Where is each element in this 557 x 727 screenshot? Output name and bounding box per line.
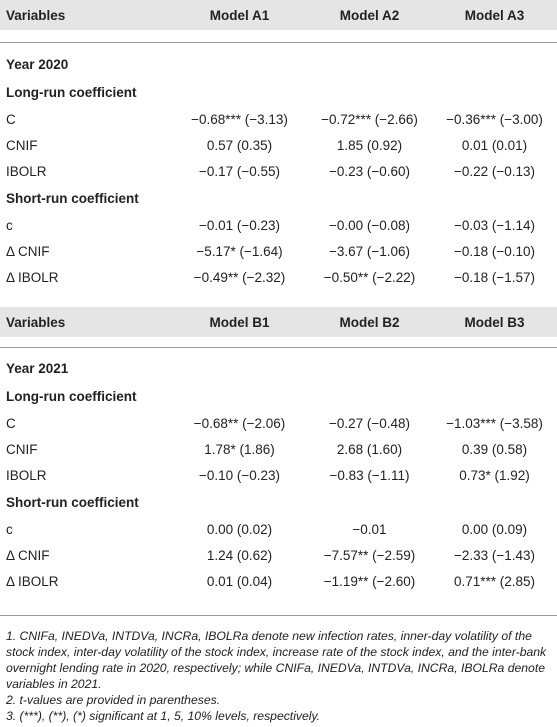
- table-row: c −0.01 (−0.23) −0.00 (−0.08) −0.03 (−1.…: [6, 217, 536, 233]
- footnote-3: 3. (***), (**), (*) significant at 1, 5,…: [6, 709, 321, 723]
- table-row: C −0.68** (−2.06) −0.27 (−0.48) −1.03***…: [6, 415, 543, 431]
- header-variables: Variables: [6, 7, 66, 23]
- long-run-title-b: Long-run coefficient: [6, 388, 137, 404]
- table-header-b: Variables Model B1 Model B2 Model B3: [0, 307, 557, 337]
- table-header-a: Variables Model A1 Model A2 Model A3: [0, 0, 557, 30]
- divider: [0, 615, 557, 616]
- header-model-a2: Model A2: [339, 7, 400, 23]
- short-run-title-b: Short-run coefficient: [6, 494, 139, 510]
- year-label-2021: Year 2021: [6, 360, 69, 376]
- table-row: C −0.68*** (−3.13) −0.72*** (−2.66) −0.3…: [6, 111, 543, 127]
- divider: [0, 347, 557, 348]
- table-row: Δ IBOLR 0.01 (0.04) −1.19** (−2.60) 0.71…: [6, 573, 536, 589]
- header-variables: Variables: [6, 314, 66, 330]
- header-model-b3: Model B3: [464, 314, 525, 330]
- divider: [0, 42, 557, 43]
- header-model-b1: Model B1: [209, 314, 270, 330]
- header-model-b2: Model B2: [339, 314, 400, 330]
- table-footnotes: 1. CNIFa, INEDVa, INTDVa, INCRa, IBOLRa …: [6, 628, 551, 724]
- table-row: CNIF 0.57 (0.35) 1.85 (0.92) 0.01 (0.01): [6, 137, 528, 153]
- header-model-a1: Model A1: [209, 7, 270, 23]
- footnote-2: 2. t-values are provided in parentheses.: [6, 693, 221, 707]
- year-label-2020: Year 2020: [6, 56, 69, 72]
- header-model-a3: Model A3: [464, 7, 525, 23]
- table-row: Δ CNIF 1.24 (0.62) −7.57** (−2.59) −2.33…: [6, 547, 536, 563]
- table-row: Δ IBOLR −0.49** (−2.32) −0.50** (−2.22) …: [6, 269, 536, 285]
- table-row: Δ CNIF −5.17* (−1.64) −3.67 (−1.06) −0.1…: [6, 243, 536, 259]
- table-row: c 0.00 (0.02) −0.01 0.00 (0.09): [6, 521, 528, 537]
- long-run-title-a: Long-run coefficient: [6, 84, 137, 100]
- table-row: IBOLR −0.10 (−0.23) −0.83 (−1.11) 0.73* …: [6, 467, 530, 483]
- footnote-1: 1. CNIFa, INEDVa, INTDVa, INCRa, IBOLRa …: [6, 629, 547, 691]
- short-run-title-a: Short-run coefficient: [6, 190, 139, 206]
- table-row: CNIF 1.78* (1.86) 2.68 (1.60) 0.39 (0.58…: [6, 441, 528, 457]
- table-row: IBOLR −0.17 (−0.55) −0.23 (−0.60) −0.22 …: [6, 163, 536, 179]
